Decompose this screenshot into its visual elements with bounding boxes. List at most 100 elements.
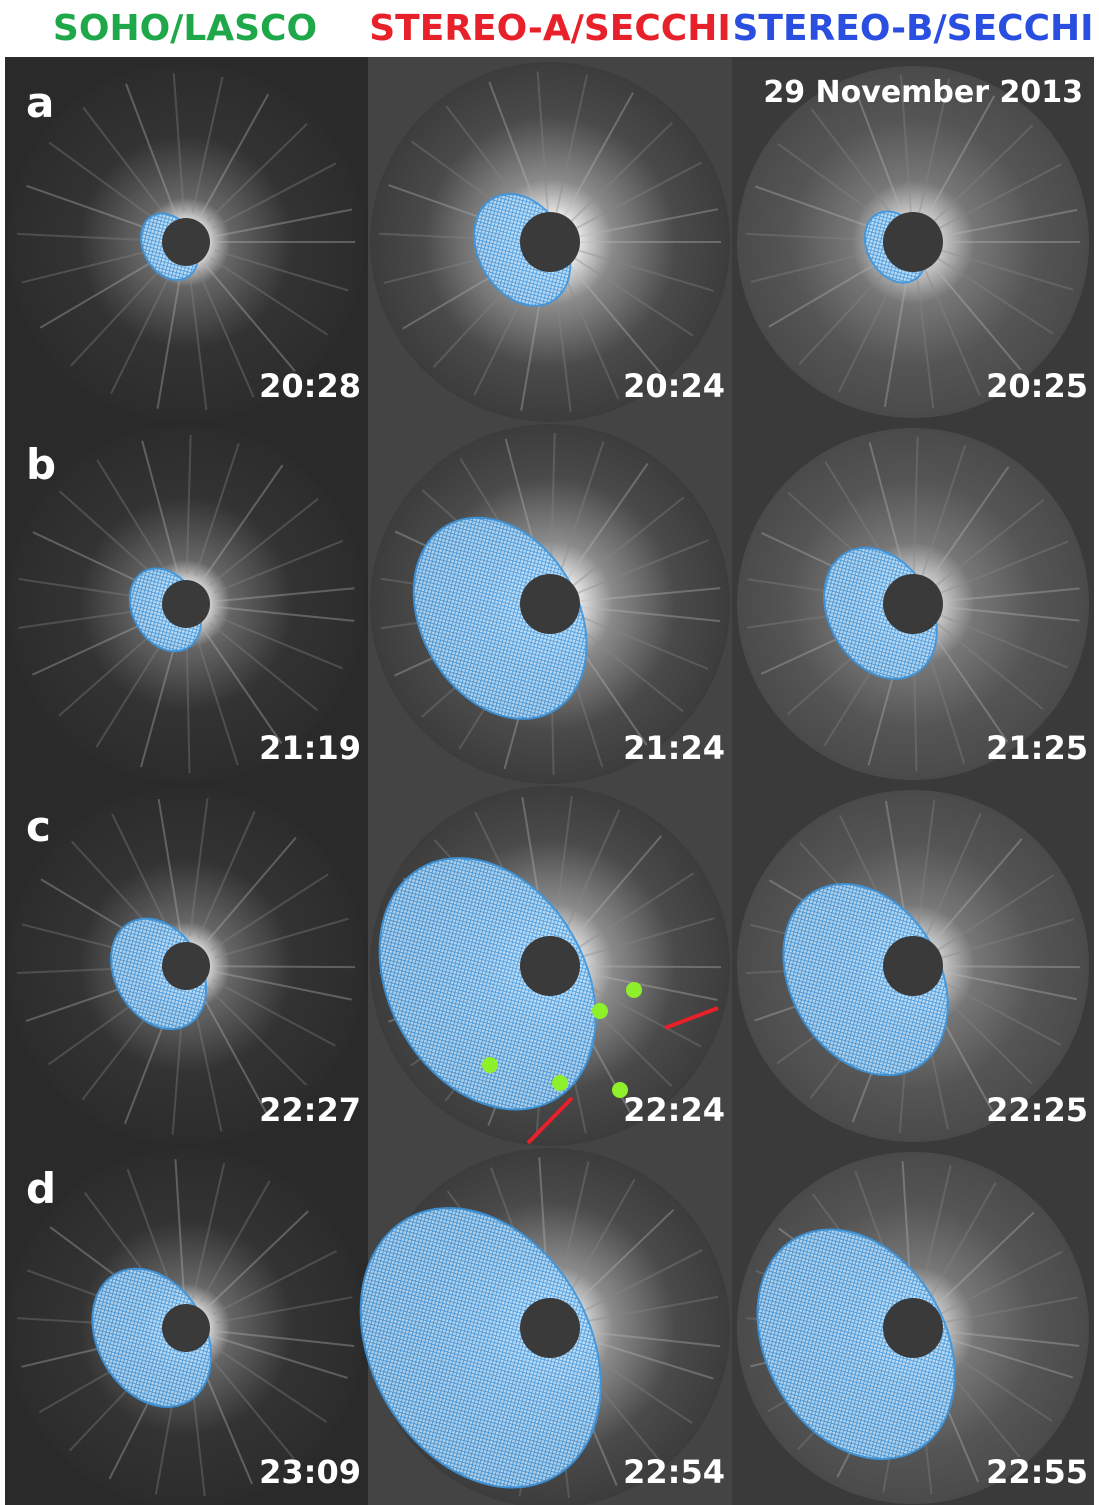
streamer	[215, 970, 352, 1001]
streamer	[549, 433, 556, 575]
streamer	[578, 917, 715, 959]
arrow	[664, 1006, 719, 1030]
streamer	[883, 271, 909, 407]
streamer	[204, 1350, 295, 1459]
streamer	[939, 163, 1062, 229]
time-label: 22:25	[986, 1091, 1088, 1129]
streamer	[579, 1330, 721, 1348]
streamer	[212, 1250, 337, 1316]
streamer	[941, 249, 1074, 291]
streamer	[206, 1210, 309, 1308]
streamer	[929, 628, 1009, 743]
panel-row: 21:19 21:24 21:25 b	[8, 424, 1089, 784]
streamer	[570, 1209, 675, 1308]
streamer	[215, 965, 356, 969]
streamer	[215, 605, 355, 622]
cme-model	[359, 1207, 602, 1489]
streamer	[96, 459, 172, 579]
column-header: STEREO-A/SECCHI	[369, 8, 731, 49]
streamer	[157, 798, 183, 937]
streamer	[188, 271, 208, 410]
streamer	[924, 812, 982, 939]
streamer	[750, 248, 885, 283]
streamer	[156, 271, 182, 409]
streamer	[95, 628, 171, 748]
streamer	[206, 986, 307, 1086]
time-label: 21:24	[623, 729, 725, 767]
streamer	[110, 268, 174, 395]
occulter	[883, 936, 943, 996]
streamer	[941, 1335, 1074, 1379]
streamer	[561, 809, 621, 939]
streamer	[578, 249, 715, 292]
streamer	[768, 256, 888, 328]
streamer	[579, 1295, 719, 1324]
streamer	[21, 248, 158, 284]
row-label: c	[26, 802, 51, 851]
streamer	[140, 632, 179, 768]
streamer	[111, 813, 174, 940]
streamer	[199, 991, 269, 1115]
streamer	[141, 440, 180, 576]
streamer	[188, 798, 209, 937]
streamer	[942, 970, 1078, 1001]
streamer	[48, 141, 163, 226]
panel-row: 20:28 20:24 20:25 a	[8, 62, 1089, 422]
streamer	[202, 628, 283, 745]
streamer	[935, 622, 1044, 710]
streamer	[194, 632, 239, 766]
streamer	[215, 208, 353, 238]
streamer	[211, 979, 336, 1047]
streamer	[82, 107, 169, 219]
streamer	[70, 263, 167, 367]
streamer	[210, 257, 328, 336]
streamer	[933, 1211, 1035, 1308]
streamer	[568, 264, 662, 374]
streamer	[868, 442, 907, 576]
streamer	[837, 268, 901, 393]
streamer	[572, 622, 684, 713]
streamer	[579, 208, 719, 238]
streamer	[194, 443, 240, 576]
marker-dot	[626, 982, 642, 998]
row-label: d	[26, 1164, 56, 1213]
marker-dot	[482, 1057, 498, 1073]
streamer	[899, 75, 912, 213]
streamer	[579, 605, 721, 623]
arrow	[526, 1096, 574, 1145]
streamer	[185, 434, 192, 575]
streamer	[172, 73, 185, 213]
streamer	[204, 264, 296, 372]
streamer	[942, 208, 1078, 238]
cme-model	[412, 516, 588, 720]
streamer	[941, 918, 1074, 959]
streamer	[915, 800, 936, 937]
streamer	[208, 622, 319, 712]
occulter	[162, 218, 210, 266]
streamer	[942, 965, 1081, 969]
streamer	[555, 74, 588, 213]
occulter	[162, 942, 210, 990]
streamer	[212, 162, 337, 229]
streamer	[59, 490, 165, 585]
streamer	[204, 836, 297, 944]
streamer	[39, 256, 161, 329]
occulter	[162, 580, 210, 628]
streamer	[918, 78, 951, 213]
streamer	[26, 184, 159, 233]
streamer	[213, 614, 343, 670]
streamer	[575, 979, 702, 1048]
time-label: 22:55	[986, 1453, 1088, 1491]
streamer	[942, 605, 1080, 622]
row-label: a	[26, 78, 54, 127]
panel-row: 23:09 22:54 22:55 d	[8, 1148, 1089, 1505]
streamer	[215, 587, 355, 603]
streamer	[563, 92, 634, 217]
streamer	[912, 436, 919, 575]
panel-row: 22:27 22:24 22:25 c	[8, 786, 1089, 1146]
streamer	[197, 811, 256, 939]
occulter	[883, 1298, 943, 1358]
time-label: 22:27	[259, 1091, 361, 1129]
streamer	[566, 463, 649, 580]
